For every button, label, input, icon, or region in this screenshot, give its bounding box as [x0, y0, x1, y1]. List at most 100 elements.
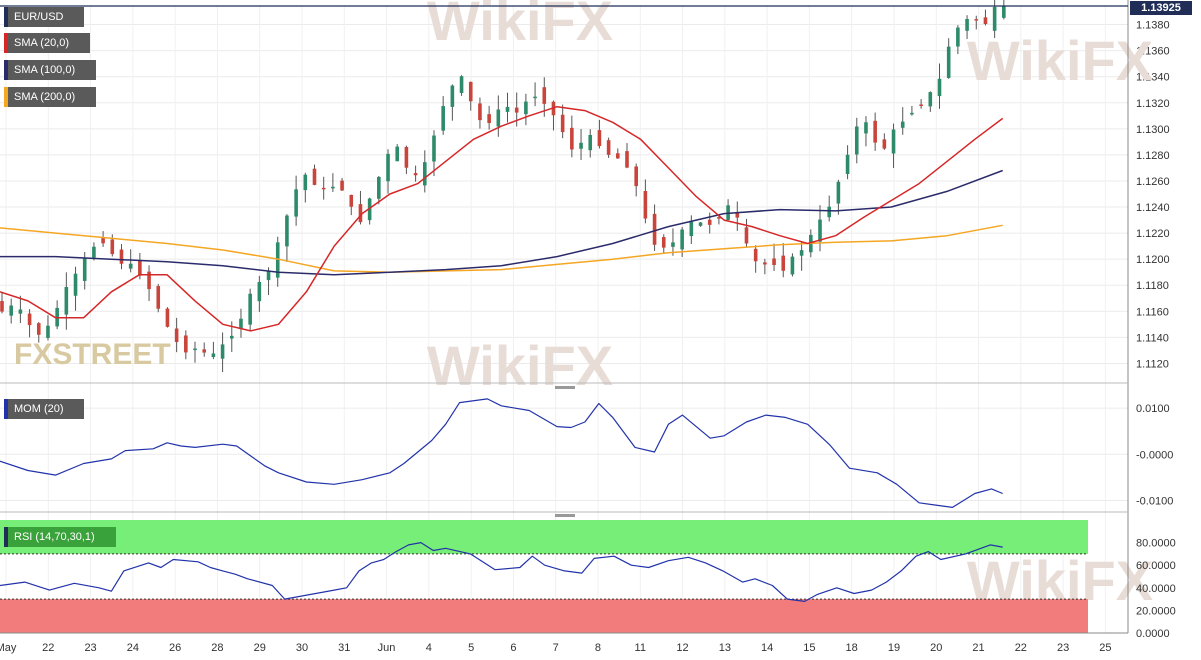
mom-tick-label: -0.0100: [1136, 495, 1173, 507]
price-tick-label: 1.1320: [1136, 98, 1170, 110]
current-price-label: 1.13925: [1130, 1, 1192, 15]
symbol-label: EUR/USD: [4, 7, 84, 27]
candle-body: [799, 250, 804, 256]
time-tick-label: 21: [972, 642, 984, 654]
candle-body: [9, 305, 13, 316]
candle-body: [818, 219, 822, 242]
candle-body: [625, 151, 629, 168]
rsi-tick-label: 0.0000: [1136, 628, 1170, 640]
candle-body: [275, 242, 280, 278]
time-tick-label: Jun: [378, 642, 396, 654]
mom-legend[interactable]: MOM (20): [4, 399, 84, 419]
candle-body: [763, 262, 767, 265]
candle-body: [73, 273, 78, 296]
candle-body: [946, 46, 951, 78]
candle-body: [891, 129, 896, 154]
time-tick-label: 18: [846, 642, 858, 654]
candle-body: [781, 255, 786, 271]
candle-body: [643, 191, 648, 219]
candle-body: [349, 194, 354, 207]
rsi-legend[interactable]: RSI (14,70,30,1): [4, 527, 116, 547]
candle-body: [579, 142, 583, 149]
candle-body: [965, 18, 969, 31]
time-tick-label: 4: [426, 642, 432, 654]
mom-legend-text: MOM (20): [14, 403, 64, 415]
candle-body: [395, 146, 400, 162]
watermark-text: WikiFX: [967, 29, 1153, 92]
candle-body: [753, 248, 758, 262]
time-tick-label: 12: [676, 642, 688, 654]
candle-body: [652, 213, 657, 245]
sma200-line: [0, 224, 1003, 273]
candle-body: [468, 81, 473, 102]
candle-body: [220, 344, 225, 359]
candle-body: [303, 174, 308, 191]
candle-body: [900, 121, 905, 128]
candle-body: [956, 27, 960, 47]
candle-body: [882, 139, 887, 149]
time-tick-label: 14: [761, 642, 773, 654]
candle-body: [560, 114, 565, 133]
time-tick-label: 5: [468, 642, 474, 654]
symbol-color-bar: [4, 7, 8, 27]
candle-body: [128, 263, 133, 269]
time-tick-label: 13: [719, 642, 731, 654]
candle-body: [974, 19, 979, 21]
candle-body: [845, 154, 850, 175]
sma20-legend[interactable]: SMA (20,0): [4, 33, 90, 53]
candle-body: [616, 153, 620, 159]
rsi-panel: 80.0000 60.0000 40.0000 20.0000 0.0000: [0, 520, 1176, 640]
candle-body: [257, 282, 262, 302]
price-tick-label: 1.1260: [1136, 176, 1170, 188]
candle-body: [432, 135, 436, 162]
candle-body: [422, 162, 427, 186]
watermark-text: WikiFX: [427, 0, 613, 52]
sma200-legend[interactable]: SMA (200,0): [4, 87, 96, 107]
candle-body: [101, 238, 105, 244]
candle-body: [680, 229, 684, 250]
time-tick-label: 15: [803, 642, 815, 654]
time-tick-label: 26: [169, 642, 181, 654]
candle-body: [46, 325, 50, 338]
candle-body: [597, 130, 602, 147]
candle-body: [413, 173, 418, 176]
sma100-legend[interactable]: SMA (100,0): [4, 60, 96, 80]
time-tick-label: 30: [296, 642, 308, 654]
candle-body: [147, 271, 151, 290]
candle-body: [312, 168, 317, 185]
candle-body: [570, 127, 574, 150]
candle-body: [707, 219, 712, 225]
rsi-tick-label: 40.0000: [1136, 583, 1176, 595]
candle-body: [542, 87, 547, 104]
time-tick-label: 31: [338, 642, 350, 654]
candle-body: [919, 104, 923, 107]
sma200-swatch: [4, 87, 8, 107]
price-tick-label: 1.1240: [1136, 202, 1170, 214]
price-tick-label: 1.1140: [1136, 332, 1169, 344]
candle-body: [698, 222, 703, 226]
mom-swatch: [4, 399, 8, 419]
sma100-line: [0, 169, 1003, 276]
candle-body: [331, 186, 335, 189]
candle-body: [735, 212, 740, 218]
candle-body: [266, 271, 271, 281]
candle-body: [64, 287, 69, 315]
candle-body: [744, 227, 749, 244]
sma20-swatch: [4, 33, 8, 53]
price-tick-label: 1.1280: [1136, 150, 1170, 162]
candle-body: [459, 76, 464, 93]
time-tick-label: 22: [42, 642, 54, 654]
price-tick-label: 1.1200: [1136, 254, 1170, 266]
price-tick-label: 1.1380: [1136, 20, 1170, 32]
candle-body: [1002, 5, 1006, 18]
time-tick-label: 28: [211, 642, 223, 654]
candle-body: [156, 286, 161, 309]
candle-body: [110, 239, 115, 255]
candle-body: [772, 258, 776, 266]
rsi-tick-label: 80.0000: [1136, 538, 1176, 550]
candle-body: [193, 348, 197, 351]
candle-body: [588, 134, 593, 151]
candle-body: [928, 92, 933, 107]
